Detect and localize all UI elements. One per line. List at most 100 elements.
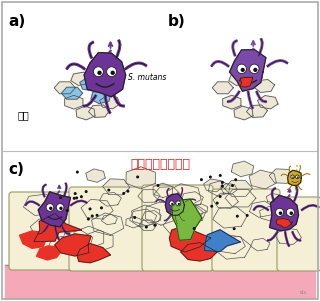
Polygon shape (55, 234, 91, 256)
Polygon shape (77, 244, 110, 263)
Polygon shape (76, 106, 95, 120)
Polygon shape (65, 95, 83, 109)
Polygon shape (220, 183, 237, 194)
Ellipse shape (237, 64, 246, 73)
Ellipse shape (221, 185, 224, 188)
Polygon shape (167, 184, 201, 207)
Polygon shape (84, 68, 104, 82)
Ellipse shape (75, 197, 78, 199)
Polygon shape (138, 190, 160, 202)
Polygon shape (20, 231, 46, 248)
Ellipse shape (74, 192, 77, 195)
Polygon shape (204, 230, 240, 252)
Polygon shape (30, 219, 60, 237)
Polygon shape (181, 243, 217, 261)
Polygon shape (181, 192, 204, 206)
Ellipse shape (193, 227, 196, 230)
Ellipse shape (153, 224, 156, 227)
Polygon shape (251, 238, 270, 251)
Polygon shape (276, 219, 292, 228)
Ellipse shape (250, 64, 259, 73)
FancyBboxPatch shape (277, 197, 320, 271)
Polygon shape (61, 230, 93, 251)
Polygon shape (80, 78, 100, 91)
Text: c): c) (8, 162, 24, 177)
Ellipse shape (107, 188, 110, 191)
Ellipse shape (133, 216, 136, 219)
Ellipse shape (234, 178, 237, 181)
Ellipse shape (221, 181, 224, 184)
Polygon shape (84, 53, 126, 97)
Polygon shape (38, 192, 70, 227)
Ellipse shape (236, 215, 239, 218)
Ellipse shape (93, 67, 103, 77)
Polygon shape (49, 236, 70, 251)
Polygon shape (36, 246, 60, 260)
Polygon shape (270, 195, 299, 231)
Ellipse shape (91, 215, 94, 218)
FancyBboxPatch shape (142, 185, 213, 271)
Ellipse shape (89, 207, 92, 210)
Ellipse shape (200, 178, 203, 181)
Polygon shape (288, 170, 301, 185)
Ellipse shape (122, 192, 125, 195)
Ellipse shape (110, 71, 115, 75)
Polygon shape (213, 193, 238, 209)
Polygon shape (23, 194, 57, 216)
Ellipse shape (210, 205, 213, 208)
Ellipse shape (219, 174, 222, 177)
Polygon shape (165, 194, 184, 215)
Ellipse shape (292, 176, 294, 178)
Polygon shape (266, 193, 281, 203)
Ellipse shape (290, 211, 293, 215)
Ellipse shape (73, 197, 76, 200)
Text: S. mutans: S. mutans (128, 73, 166, 82)
Polygon shape (100, 192, 121, 206)
Polygon shape (81, 199, 113, 219)
Polygon shape (153, 183, 172, 198)
Ellipse shape (107, 67, 116, 77)
Polygon shape (229, 50, 266, 91)
Polygon shape (208, 181, 230, 196)
Text: sts.: sts. (300, 290, 308, 295)
Ellipse shape (80, 195, 83, 198)
Ellipse shape (178, 203, 180, 205)
Ellipse shape (136, 175, 139, 178)
Polygon shape (234, 106, 253, 120)
Polygon shape (126, 167, 156, 189)
Ellipse shape (241, 68, 245, 72)
Polygon shape (225, 189, 256, 207)
Ellipse shape (59, 196, 62, 199)
Polygon shape (225, 180, 252, 197)
Polygon shape (34, 213, 82, 242)
Polygon shape (100, 95, 120, 109)
Polygon shape (84, 230, 113, 252)
Ellipse shape (66, 209, 69, 212)
Polygon shape (215, 236, 251, 259)
Polygon shape (71, 72, 91, 85)
Ellipse shape (253, 68, 258, 72)
Ellipse shape (96, 214, 99, 217)
Text: b): b) (168, 14, 186, 29)
Polygon shape (254, 79, 275, 92)
Polygon shape (139, 220, 157, 231)
Polygon shape (5, 265, 315, 298)
Ellipse shape (46, 203, 54, 211)
FancyBboxPatch shape (9, 192, 73, 270)
FancyBboxPatch shape (212, 189, 280, 271)
Polygon shape (86, 169, 105, 182)
Ellipse shape (279, 211, 282, 215)
Polygon shape (231, 161, 254, 177)
FancyBboxPatch shape (69, 187, 145, 271)
Ellipse shape (171, 203, 173, 205)
Polygon shape (172, 199, 202, 240)
Ellipse shape (219, 195, 222, 198)
Polygon shape (269, 169, 294, 183)
Polygon shape (240, 77, 253, 87)
Polygon shape (126, 216, 141, 228)
Polygon shape (177, 205, 203, 222)
Ellipse shape (276, 208, 284, 216)
Polygon shape (260, 206, 281, 221)
Ellipse shape (49, 206, 52, 210)
Polygon shape (249, 170, 276, 189)
